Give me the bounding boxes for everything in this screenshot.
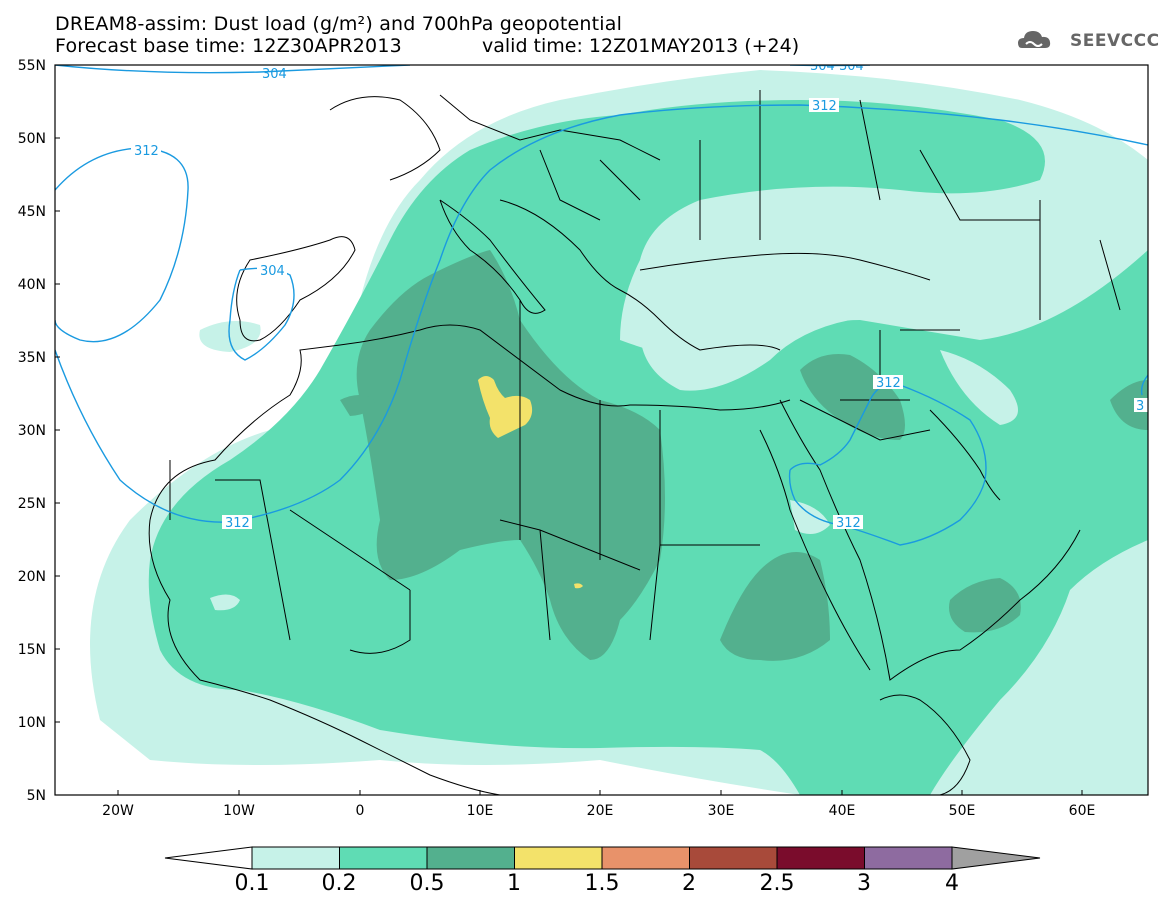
colorbar-label: 0.1 [234,871,270,896]
dust-area-0.5 [340,395,375,416]
dust-area-0.1 [790,500,830,534]
colorbar-swatch [426,846,515,870]
lon-label: 40E [828,803,856,819]
cloud-icon [1018,31,1051,48]
dust-area-0.5 [949,578,1021,633]
lat-label: 45N [17,204,46,220]
colorbar-swatch [864,846,953,870]
lon-label: 60E [1068,803,1096,819]
contour-label: 312 [876,376,901,391]
lat-label: 10N [17,715,46,731]
contour-label: 312 [812,99,837,114]
lat-label: 55N [17,58,46,74]
colorbar-label: 3 [857,871,871,896]
colorbar-min-arrow [164,846,253,870]
colorbar-swatch [339,846,428,870]
lon-label: 20E [586,803,614,819]
dust-area-0.5 [1110,380,1148,430]
lat-label: 35N [17,350,46,366]
contour-label: 312 [134,144,159,159]
contour-label: 312 [225,516,250,531]
lon-label: 50E [948,803,976,819]
logo-text: SEEVCCC [1070,31,1160,51]
lon-label: 20W [102,803,134,819]
colorbar [164,846,1041,870]
lat-label: 5N [26,788,46,804]
lon-label: 10W [223,803,255,819]
lon-label: 0 [355,803,365,819]
lat-label: 20N [17,569,46,585]
lat-label: 25N [17,496,46,512]
lat-label: 15N [17,642,46,658]
colorbar-label: 2.5 [759,871,795,896]
dust-area-1.0 [574,583,583,589]
lat-label: 50N [17,131,46,147]
valid-time: valid time: 12Z01MAY2013 (+24) [482,35,800,57]
colorbar-swatch [514,846,603,870]
colorbar-label: 1 [507,871,521,896]
colorbar-label: 0.5 [409,871,445,896]
contour-label: 312 [836,516,861,531]
dust-area-0.5 [720,552,830,661]
dust-area-0.1 [640,275,865,391]
map-title: DREAM8-assim: Dust load (g/m²) and 700hP… [55,13,623,35]
colorbar-label: 0.2 [321,871,357,896]
lon-label: 10E [466,803,494,819]
colorbar-label: 1.5 [584,871,620,896]
contour-label: 3 [1136,399,1144,414]
forecast-base-time: Forecast base time: 12Z30APR2013 [55,35,402,57]
colorbar-max-arrow [951,846,1041,870]
dust-area-0.1 [940,350,1018,425]
dust-area-0.1 [199,321,261,352]
dust-area-0.5 [356,250,665,660]
lat-label: 30N [17,423,46,439]
colorbar-label: 2 [682,871,696,896]
contour-label: 304 [260,264,285,279]
lon-label: 30E [707,803,735,819]
colorbar-swatch [689,846,778,870]
dust-area-1.0 [478,376,533,438]
contour-label: 304 304 [810,59,864,74]
colorbar-swatch [601,846,690,870]
dust-area-0.1 [210,594,240,611]
colorbar-swatch [776,846,865,870]
colorbar-swatch [251,846,340,870]
colorbar-label: 4 [945,871,959,896]
contour-label: 304 [262,67,287,82]
lat-label: 40N [17,277,46,293]
